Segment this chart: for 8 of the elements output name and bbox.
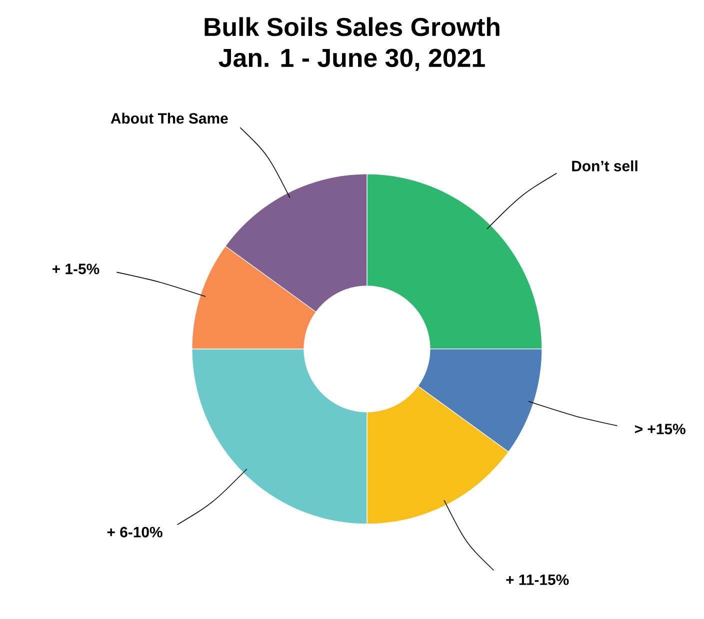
slice-label: + 6-10%: [107, 526, 162, 538]
chart-title: Bulk Soils Sales Growth: [204, 17, 500, 36]
slice-label: About The Same: [110, 112, 228, 124]
slice-label: Don’t sell: [572, 160, 638, 172]
slice-label: + 11-15%: [506, 574, 569, 586]
slice-label: > +15%: [634, 424, 686, 434]
slice-label: + 1-5%: [52, 264, 100, 274]
chart-subtitle: Jan. 1 - June 30, 2021: [218, 48, 485, 71]
